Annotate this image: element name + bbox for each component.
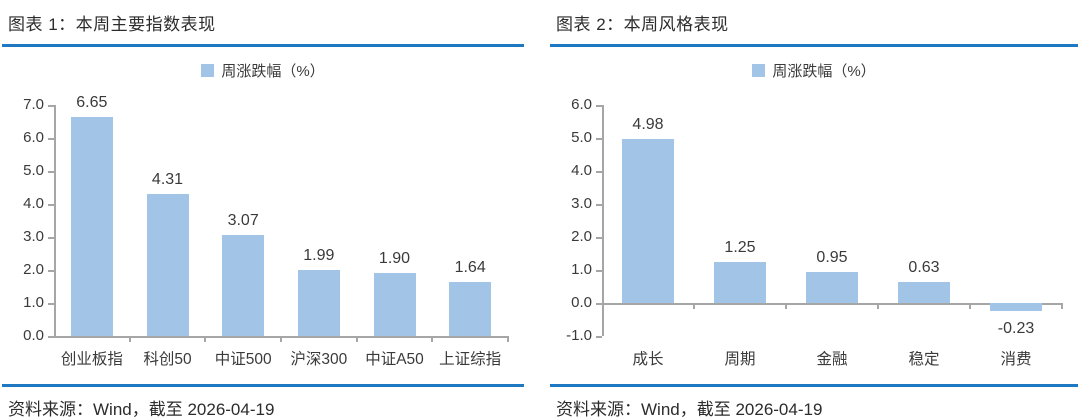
y-axis-line <box>54 105 56 336</box>
figure-2-title: 图表 2：本周风格表现 <box>556 15 729 34</box>
y-tick-label: 0.0 <box>571 294 592 311</box>
value-label: 0.63 <box>908 259 940 277</box>
category-label: 科创50 <box>143 351 192 368</box>
x-axis-tick <box>507 336 509 342</box>
y-axis-tick <box>596 270 602 272</box>
value-label: 1.90 <box>378 250 411 268</box>
y-axis-tick <box>596 138 602 140</box>
figure-1-source: 资料来源：Wind，截至 2026-04-19 <box>2 384 524 420</box>
y-tick-label: -1.0 <box>566 327 592 344</box>
category-label: 消费 <box>1000 351 1032 368</box>
value-label: 4.31 <box>151 170 184 188</box>
x-axis-tick <box>693 303 695 309</box>
bar <box>714 261 766 303</box>
y-axis-tick <box>48 303 54 305</box>
category-label: 金融 <box>816 351 848 368</box>
value-label: 1.99 <box>303 247 335 265</box>
y-tick-label: 3.0 <box>23 228 44 245</box>
category-label: 创业板指 <box>60 351 123 368</box>
bar <box>70 116 113 336</box>
y-tick-label: 4.0 <box>571 162 592 179</box>
category-label: 中证A50 <box>365 351 424 368</box>
figure-2-source: 资料来源：Wind，截至 2026-04-19 <box>550 384 1078 420</box>
figure-1-panel: 图表 1：本周主要指数表现 周涨跌幅（%） 0.0 1.0 2.0 3.0 4.0 5.0… <box>2 15 524 420</box>
category-label: 上证综指 <box>439 351 502 368</box>
figure-1-legend: 周涨跌幅（%） <box>2 59 524 81</box>
value-label: 1.25 <box>724 238 756 256</box>
y-tick-label: 1.0 <box>23 294 44 311</box>
figure-2-title-divider <box>550 44 1078 47</box>
y-axis-tick <box>596 237 602 239</box>
bar <box>146 193 189 336</box>
y-tick-label: 3.0 <box>571 195 592 212</box>
figure-1-plot-area: 0.0 1.0 2.0 3.0 4.0 5.0 6.0 7.0 6.65 创业板指 4.31 科创50… <box>2 83 524 376</box>
y-axis-tick <box>48 204 54 206</box>
figure-1-legend-label: 周涨跌幅（%） <box>221 62 325 80</box>
y-axis-tick <box>48 105 54 107</box>
x-axis-line <box>602 303 1062 305</box>
x-axis-tick <box>128 336 131 342</box>
y-axis-tick <box>48 237 54 239</box>
x-axis-tick <box>969 303 971 309</box>
y-axis-tick <box>596 303 602 305</box>
bar <box>898 282 950 303</box>
x-axis-tick <box>355 336 358 342</box>
x-axis-tick <box>785 303 787 309</box>
y-axis-tick <box>596 336 602 338</box>
figure-2-legend: 周涨跌幅（%） <box>550 59 1078 81</box>
y-tick-label: 6.0 <box>23 129 44 146</box>
bar <box>373 273 416 336</box>
y-tick-label: 5.0 <box>23 162 44 179</box>
x-axis-tick <box>431 336 434 342</box>
value-label: -0.23 <box>997 319 1035 337</box>
x-axis-tick <box>1061 303 1063 309</box>
y-tick-label: 5.0 <box>571 129 592 146</box>
x-axis-tick <box>877 303 879 309</box>
value-label: 1.64 <box>454 258 486 276</box>
figure-1-title-divider <box>2 44 524 47</box>
y-tick-label: 1.0 <box>571 261 592 278</box>
y-axis-tick <box>596 204 602 206</box>
category-label: 沪深300 <box>290 351 348 368</box>
figure-2-panel: 图表 2：本周风格表现 周涨跌幅（%） -1.0 0.0 1.0 2.0 3.0 4.0 5… <box>540 0 1080 420</box>
category-label: 稳定 <box>908 351 940 368</box>
value-label: 4.98 <box>632 115 664 133</box>
y-axis-tick <box>48 336 54 338</box>
value-label: 6.65 <box>76 93 108 111</box>
y-tick-label: 6.0 <box>571 96 592 113</box>
y-axis-line <box>602 105 604 336</box>
y-axis-tick <box>48 171 54 173</box>
category-label: 成长 <box>632 351 664 368</box>
y-tick-label: 0.0 <box>23 327 44 344</box>
figure-1-title: 图表 1：本周主要指数表现 <box>8 15 216 34</box>
y-axis-tick <box>48 138 54 140</box>
figure-2-legend-label: 周涨跌幅（%） <box>772 62 876 80</box>
figure-2-plot-area: -1.0 0.0 1.0 2.0 3.0 4.0 5.0 6.0 4.98 成长 1.25 周期 0.9… <box>550 83 1078 376</box>
bar <box>806 271 858 303</box>
legend-swatch-icon <box>201 63 215 77</box>
value-label: 3.07 <box>227 211 259 229</box>
category-label: 中证500 <box>214 351 272 368</box>
x-axis-tick <box>204 336 207 342</box>
y-tick-label: 2.0 <box>571 228 592 245</box>
bar <box>297 270 340 336</box>
x-axis-tick <box>280 336 282 342</box>
bar <box>222 234 265 336</box>
bar <box>990 303 1042 311</box>
bar <box>449 281 492 336</box>
y-axis-tick <box>596 105 602 107</box>
bar <box>622 138 674 303</box>
legend-swatch-icon <box>752 63 766 77</box>
y-tick-label: 2.0 <box>23 261 44 278</box>
value-label: 0.95 <box>816 248 848 266</box>
y-axis-tick <box>596 171 602 173</box>
category-label: 周期 <box>724 351 756 368</box>
y-tick-label: 4.0 <box>23 195 44 212</box>
y-axis-tick <box>48 270 54 272</box>
y-tick-label: 7.0 <box>23 96 44 113</box>
